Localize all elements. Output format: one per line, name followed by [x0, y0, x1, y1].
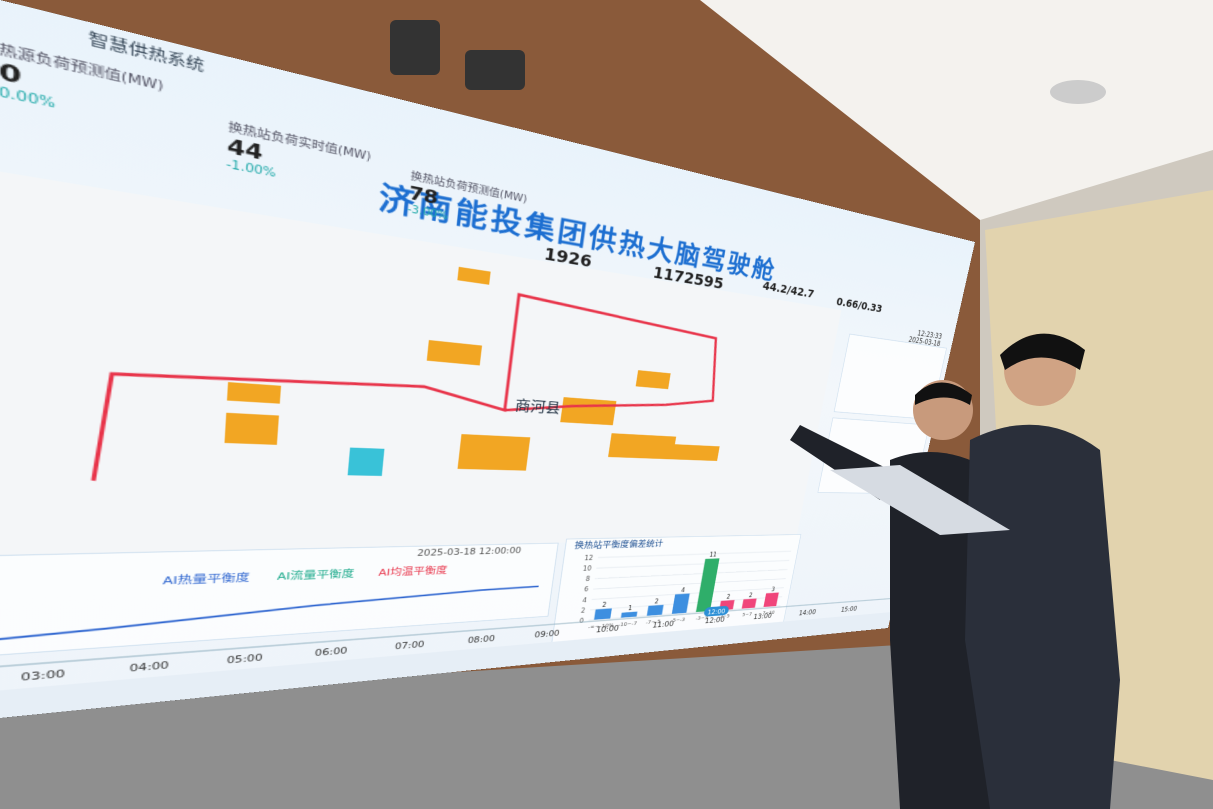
ceiling-speaker — [1050, 80, 1106, 104]
grid-line — [593, 579, 785, 589]
data-label: 3 — [771, 586, 775, 592]
legend-item: AI流量平衡度 — [276, 568, 355, 583]
district-label: 商河县 — [514, 397, 562, 417]
zone — [672, 444, 720, 461]
grid-line — [595, 570, 788, 579]
timeline-tick: 08:00 — [467, 634, 495, 645]
y-tick-label: 10 — [582, 565, 592, 572]
x-tick-label: -7~-5 — [645, 618, 661, 625]
data-label: 2 — [602, 601, 607, 608]
x-tick-label: -∞~-10% — [588, 622, 615, 630]
y-tick-label: 8 — [585, 576, 590, 583]
timeline: 03:00 04:00 05:00 06:00 07:00 08:00 09:00 10:00… — [0, 594, 896, 691]
bar — [695, 558, 720, 613]
zone — [226, 382, 282, 404]
data-label: 1 — [628, 605, 633, 612]
x-tick-label: -10~-7 — [618, 620, 638, 627]
side-panel — [833, 333, 947, 420]
camera — [465, 50, 525, 90]
zone — [635, 370, 671, 390]
bar-chart-panel: 换热站平衡度偏差统计 0 2 4 6 8 10 12 2 -∞~-10% 1 -10~-7 2 -7~-… — [550, 534, 802, 646]
screen: 智慧供热系统 济南能投集团供热大脑驾驶舱 热源负荷预测值(MW) 0 0.00% 换… — [0, 0, 976, 721]
camera — [390, 20, 440, 75]
grid-line — [596, 560, 789, 568]
stat: 0.66/0.33 — [835, 296, 883, 315]
zone — [560, 397, 617, 426]
stat: 换热站负荷实时值(MW) 44 -1.00% — [226, 117, 372, 198]
bar-chart: 换热站平衡度偏差统计 0 2 4 6 8 10 12 2 -∞~-10% 1 -10~-7 2 -7~-… — [574, 539, 801, 630]
zone — [347, 447, 385, 476]
x-tick-label: 5~7 — [742, 611, 753, 617]
timeline-tick: 06:00 — [314, 645, 347, 658]
timeline-tick: 12:00 — [704, 615, 725, 624]
timeline-current: 12:00 — [707, 608, 726, 616]
legend-item: AI热量平衡度 — [162, 571, 251, 588]
bar-chart-title: 换热站平衡度偏差统计 — [574, 539, 664, 550]
y-tick-label: 0 — [579, 618, 584, 625]
y-tick-label: 2 — [580, 607, 585, 614]
data-label: 4 — [681, 587, 686, 594]
y-tick-label: 12 — [584, 555, 594, 562]
timeline-tick: 04:00 — [129, 660, 169, 674]
data-label: 2 — [726, 594, 731, 600]
timeline-axis: 03:00 04:00 05:00 06:00 07:00 08:00 09:00 10:00… — [0, 594, 896, 683]
grid-line — [598, 551, 791, 557]
side-panel — [817, 417, 930, 495]
timeline-tick: 07:00 — [394, 639, 425, 651]
legend-item: AI均温平衡度 — [378, 564, 448, 579]
x-tick-label: 3~5 — [719, 613, 730, 619]
x-tick-label: -3~3 — [695, 615, 708, 621]
map-drawing — [0, 168, 841, 555]
timeline-tick: 03:00 — [21, 668, 65, 683]
zone — [426, 340, 483, 366]
timeline-tick: 15:00 — [840, 605, 857, 613]
zone — [457, 266, 491, 285]
zone — [457, 434, 531, 471]
timeline-tick: 11:00 — [652, 619, 675, 629]
x-tick-label: 7~10 — [762, 610, 775, 616]
data-label: 2 — [748, 592, 752, 598]
timeline-tick: 14:00 — [798, 608, 816, 617]
x-tick-label: -5~-3 — [670, 617, 685, 624]
map — [0, 168, 842, 556]
timeline-tick: 10:00 — [595, 624, 619, 634]
data-label: 2 — [654, 598, 659, 605]
y-tick-label: 4 — [582, 597, 587, 604]
zone — [224, 412, 279, 445]
timeline-tick: 13:00 — [753, 612, 773, 621]
data-label: 11 — [709, 552, 717, 559]
zone — [608, 433, 677, 460]
stat-value: 0.66/0.33 — [835, 295, 884, 316]
y-tick-label: 6 — [583, 586, 588, 593]
timeline-tick: 05:00 — [227, 652, 263, 665]
timeline-tick: 09:00 — [534, 629, 560, 640]
